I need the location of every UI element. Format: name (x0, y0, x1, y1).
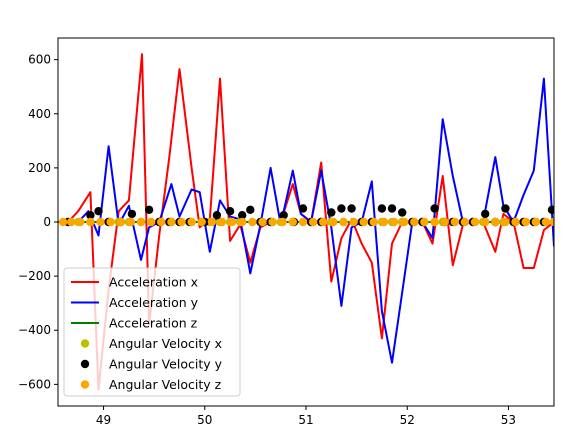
legend-label-acceleration-z: Acceleration z (109, 316, 198, 331)
point-angular-velocity-y (144, 205, 154, 214)
x-tick-label: 50 (197, 413, 212, 427)
point-angular-velocity-z (167, 217, 176, 227)
point-angular-velocity-y (94, 207, 103, 216)
point-angular-velocity-z (549, 217, 554, 227)
point-angular-velocity-z (116, 217, 126, 227)
legend: Acceleration x Acceleration y Acceleration… (63, 267, 241, 397)
point-angular-velocity-y (430, 204, 439, 213)
point-angular-velocity-z (86, 217, 95, 227)
point-angular-velocity-z (227, 217, 237, 227)
point-angular-velocity-z (450, 217, 459, 227)
legend-swatch-angular-velocity-y (80, 359, 90, 369)
point-angular-velocity-y (398, 208, 407, 217)
point-angular-velocity-z (106, 217, 115, 227)
y-tick-label: 600 (28, 53, 51, 67)
point-angular-velocity-z (136, 217, 146, 227)
point-angular-velocity-z (369, 217, 378, 227)
point-angular-velocity-y (225, 207, 235, 216)
y-tick-label: −600 (18, 377, 51, 391)
point-angular-velocity-z (501, 217, 510, 227)
point-angular-velocity-z (349, 217, 358, 227)
point-angular-velocity-z (67, 217, 76, 227)
point-angular-velocity-y (127, 209, 137, 219)
point-angular-velocity-z (248, 217, 257, 227)
x-tick-label: 53 (501, 413, 516, 427)
point-angular-velocity-y (246, 205, 255, 214)
point-angular-velocity-z (329, 217, 338, 227)
point-angular-velocity-z (420, 217, 429, 227)
point-angular-velocity-z (146, 217, 156, 227)
series-layer (58, 53, 554, 391)
point-angular-velocity-z (76, 217, 85, 227)
x-axis: 49 50 51 52 53 (96, 406, 516, 427)
point-angular-velocity-z (319, 217, 328, 227)
legend-swatch-angular-velocity-z (80, 380, 90, 389)
legend-label-angular-velocity-x: Angular Velocity x (109, 336, 222, 351)
y-tick-label: 0 (43, 215, 51, 229)
point-angular-velocity-z (308, 217, 318, 227)
point-angular-velocity-z (389, 217, 399, 227)
point-angular-velocity-z (531, 217, 540, 227)
point-angular-velocity-z (379, 217, 389, 227)
point-angular-velocity-y (298, 204, 308, 213)
point-angular-velocity-z (430, 217, 439, 227)
point-angular-velocity-z (460, 217, 470, 227)
point-angular-velocity-z (258, 217, 267, 227)
point-angular-velocity-z (511, 217, 520, 227)
y-tick-label: −200 (18, 269, 51, 283)
x-tick-label: 51 (298, 413, 313, 427)
legend-label-angular-velocity-z: Angular Velocity z (109, 377, 222, 392)
point-angular-velocity-z (177, 217, 186, 227)
legend-label-acceleration-y: Acceleration y (109, 295, 199, 310)
y-tick-label: 400 (28, 107, 51, 121)
point-angular-velocity-z (400, 217, 409, 227)
point-angular-velocity-y (86, 211, 95, 220)
point-angular-velocity-y (212, 211, 222, 220)
point-angular-velocity-z (126, 217, 136, 227)
point-angular-velocity-z (96, 217, 105, 227)
point-angular-velocity-y (377, 204, 387, 213)
x-tick-label: 52 (400, 413, 415, 427)
point-angular-velocity-z (491, 217, 500, 227)
point-angular-velocity-z (187, 217, 196, 227)
point-angular-velocity-y (501, 204, 510, 213)
point-angular-velocity-z (410, 217, 419, 227)
legend-box (63, 267, 241, 397)
point-angular-velocity-z (197, 217, 206, 227)
point-angular-velocity-z (481, 217, 490, 227)
point-angular-velocity-z (339, 217, 348, 227)
legend-swatch-angular-velocity-x (80, 339, 90, 348)
point-angular-velocity-y (347, 204, 356, 213)
point-angular-velocity-z (238, 217, 247, 227)
point-angular-velocity-y (387, 204, 397, 213)
point-angular-velocity-z (58, 217, 68, 227)
point-angular-velocity-z (470, 217, 480, 227)
legend-label-acceleration-x: Acceleration x (109, 275, 198, 290)
point-angular-velocity-y (238, 211, 247, 220)
y-axis: −600 −400 −200 0 200 400 600 (18, 53, 58, 391)
y-tick-label: −400 (18, 323, 51, 337)
point-angular-velocity-z (440, 217, 449, 227)
point-angular-velocity-y (547, 205, 554, 214)
point-angular-velocity-z (288, 217, 297, 227)
point-angular-velocity-z (268, 217, 277, 227)
point-angular-velocity-z (359, 217, 368, 227)
point-angular-velocity-z (541, 217, 551, 227)
point-angular-velocity-y (337, 204, 346, 213)
y-tick-label: 200 (28, 161, 51, 175)
point-angular-velocity-z (207, 217, 217, 227)
point-angular-velocity-y (327, 208, 336, 217)
point-angular-velocity-z (217, 217, 227, 227)
x-tick-label: 49 (96, 413, 111, 427)
point-angular-velocity-z (157, 217, 166, 227)
point-angular-velocity-y (481, 209, 490, 219)
point-angular-velocity-y (279, 211, 288, 220)
point-angular-velocity-z (278, 217, 287, 227)
point-angular-velocity-z (521, 217, 530, 227)
legend-label-angular-velocity-y: Angular Velocity y (109, 357, 223, 372)
point-angular-velocity-z (298, 217, 308, 227)
